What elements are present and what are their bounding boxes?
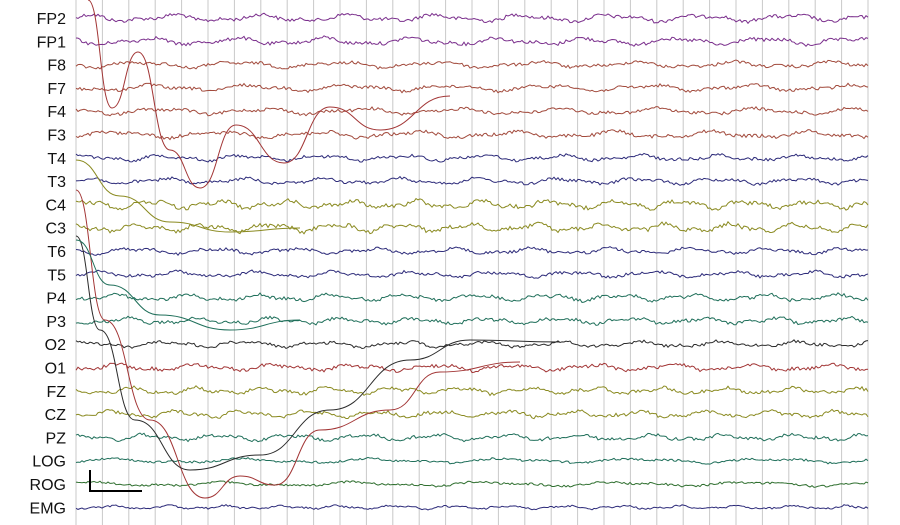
artifact-wave-frontal — [87, 0, 451, 189]
trace-t4 — [75, 152, 869, 163]
trace-c4 — [75, 197, 869, 211]
channel-label-f7: F7 — [47, 81, 66, 98]
channel-label-t3: T3 — [47, 174, 66, 191]
channel-label-p3: P3 — [46, 314, 66, 331]
channel-label-emg: EMG — [30, 500, 66, 517]
trace-c3 — [75, 220, 869, 235]
trace-f3 — [75, 128, 869, 141]
trace-t6 — [75, 246, 869, 256]
trace-o1 — [75, 362, 869, 374]
trace-f4 — [75, 106, 869, 117]
trace-log — [75, 456, 869, 465]
channel-label-f4: F4 — [47, 104, 66, 121]
scale-bar — [89, 470, 142, 492]
channel-label-t5: T5 — [47, 267, 66, 284]
channel-label-t6: T6 — [47, 244, 66, 261]
channel-label-log: LOG — [32, 454, 66, 471]
channel-label-p4: P4 — [46, 291, 66, 308]
trace-p4 — [75, 292, 869, 303]
artifact-wave-occipital — [75, 189, 521, 499]
artifact-wave-central — [75, 159, 301, 233]
trace-fz — [75, 385, 869, 397]
artifact-wave-black — [75, 235, 561, 471]
artifact-wave-parietal — [75, 239, 301, 331]
trace-fp1 — [75, 35, 869, 48]
channel-label-pz: PZ — [46, 430, 67, 447]
channel-label-f8: F8 — [47, 58, 66, 75]
eeg-traces — [75, 12, 869, 511]
channel-label-fz: FZ — [46, 384, 66, 401]
channel-label-t4: T4 — [47, 151, 66, 168]
channel-label-c3: C3 — [46, 221, 67, 238]
trace-p3 — [75, 315, 869, 326]
channel-label-f3: F3 — [47, 128, 66, 145]
trace-emg — [75, 503, 869, 511]
channel-label-c4: C4 — [46, 197, 67, 214]
channel-label-rog: ROG — [30, 477, 66, 494]
trace-pz — [75, 432, 869, 443]
channel-label-o2: O2 — [45, 337, 66, 354]
trace-rog — [75, 480, 869, 488]
trace-t5 — [75, 269, 869, 279]
trace-cz — [75, 408, 869, 420]
trace-f8 — [75, 59, 869, 70]
trace-f7 — [75, 82, 869, 94]
eeg-artifacts — [75, 0, 561, 499]
channel-label-cz: CZ — [45, 407, 67, 424]
channel-label-o1: O1 — [45, 361, 66, 378]
channel-label-fp2: FP2 — [37, 11, 66, 28]
trace-o2 — [75, 339, 869, 350]
trace-fp2 — [75, 12, 869, 25]
time-gridlines — [75, 0, 869, 525]
channel-label-fp1: FP1 — [37, 34, 66, 51]
channel-labels: FP2 FP1 F8 F7 F4 F3 T4 T3 C4 C3 T6 T5 P4 P3 O2 O1 FZ CZ PZ… — [30, 11, 67, 517]
